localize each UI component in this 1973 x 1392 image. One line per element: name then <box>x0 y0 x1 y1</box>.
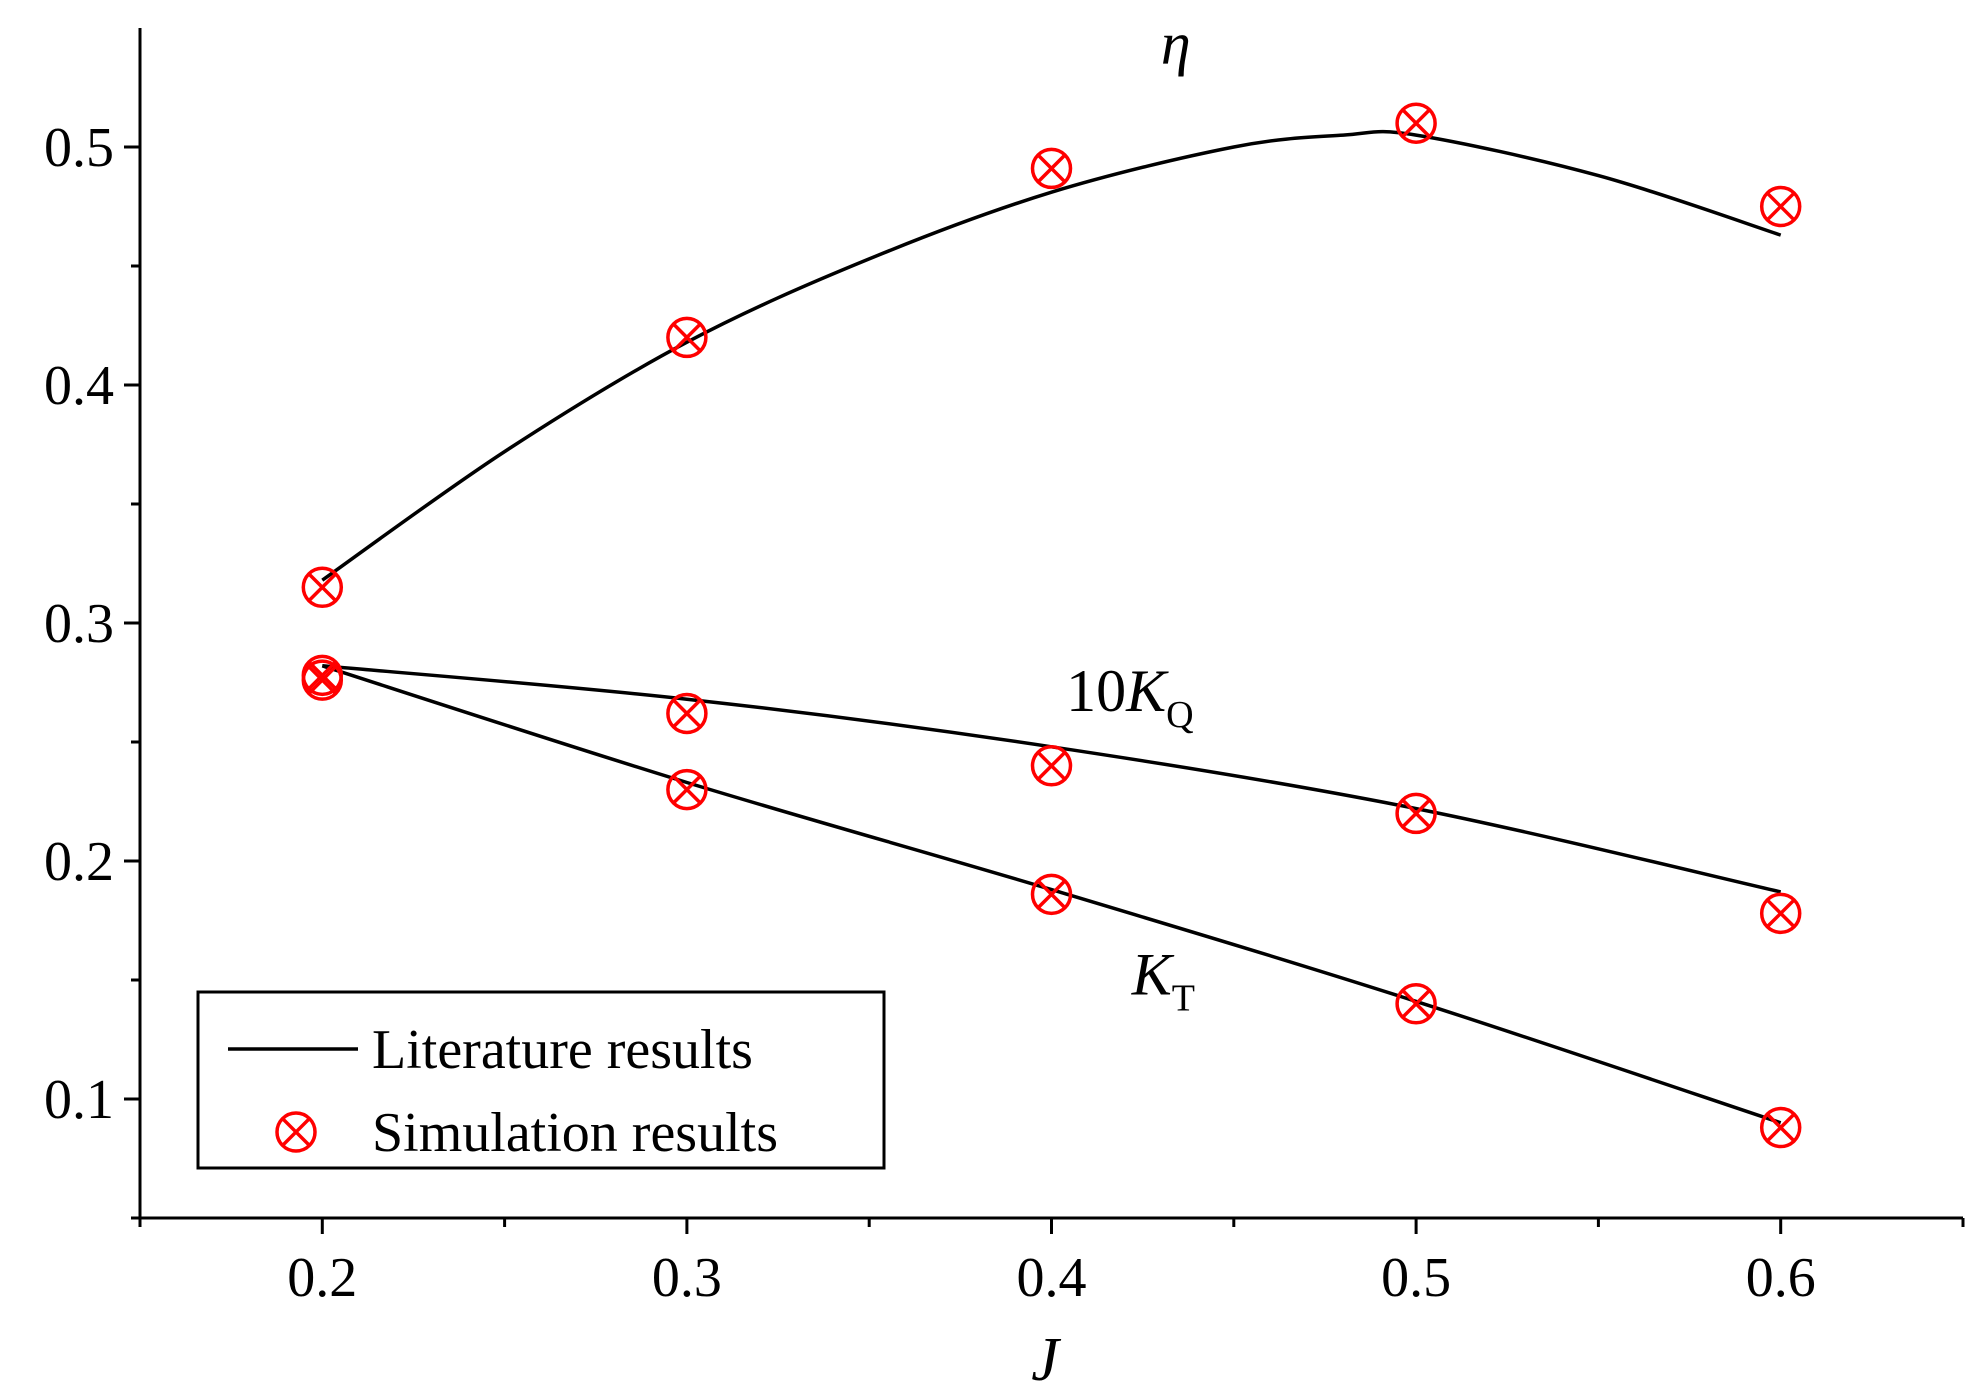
marker-cross <box>1766 1112 1796 1143</box>
marker-cross <box>307 572 337 602</box>
marker-circle <box>301 659 344 701</box>
marker-cross <box>307 665 337 695</box>
marker-circle <box>275 1111 317 1153</box>
simulation-point <box>301 659 344 701</box>
curve-label: η <box>1161 11 1191 77</box>
simulation-point <box>1759 185 1802 228</box>
y-tick-label: 0.3 <box>44 593 114 655</box>
marker-cross <box>672 322 702 353</box>
simulation-point <box>666 768 708 811</box>
x-axis-title: J <box>1031 1326 1061 1392</box>
marker-cross <box>307 660 337 691</box>
curve-label-symbol: K <box>1131 941 1175 1007</box>
legend: Literature results Simulation results <box>196 990 886 1170</box>
marker-circle <box>1030 147 1073 190</box>
y-tick-label: 0.5 <box>44 117 114 179</box>
marker-circle <box>1395 983 1437 1025</box>
x-tick-label: 0.5 <box>1381 1247 1451 1309</box>
marker-circle <box>1759 892 1802 935</box>
marker-circle <box>666 768 708 811</box>
simulation-point <box>1030 873 1073 916</box>
marker-cross <box>672 698 702 729</box>
marker-cross <box>1036 153 1067 184</box>
marker-cross <box>1036 879 1067 909</box>
legend-marker-sample <box>275 1111 317 1153</box>
axes: 0.1 0.2 0.3 0.4 0.5 0.2 0.3 0.4 0.5 0.6 <box>44 28 1965 1309</box>
simulation-point <box>666 316 708 359</box>
marker-circle <box>1395 102 1437 144</box>
curve-label: 10KQ <box>1066 658 1193 736</box>
marker-cross <box>1766 898 1796 929</box>
marker-circle <box>1395 792 1437 835</box>
curve-label-subscript: Q <box>1166 694 1193 736</box>
marker-cross <box>1401 989 1431 1019</box>
y-tick-label: 0.4 <box>44 355 114 417</box>
x-tick-label: 0.3 <box>652 1247 722 1309</box>
marker-cross <box>1766 191 1796 222</box>
data-points <box>301 102 1802 1149</box>
legend-line-label: Literature results <box>372 1019 753 1081</box>
marker-circle <box>666 316 708 359</box>
simulation-point <box>666 692 708 735</box>
simulation-point <box>1759 892 1802 935</box>
literature-curve <box>321 129 1782 582</box>
marker-cross <box>1401 798 1431 829</box>
marker-circle <box>1030 745 1073 787</box>
curve-label-symbol: η <box>1161 11 1191 77</box>
literature-curve <box>322 664 1782 894</box>
x-tick-label: 0.6 <box>1746 1247 1816 1309</box>
curve-label-subscript: T <box>1172 977 1195 1019</box>
simulation-point <box>1395 983 1437 1025</box>
legend-marker-label: Simulation results <box>372 1102 778 1164</box>
simulation-point <box>1759 1106 1802 1149</box>
simulation-point <box>301 566 344 609</box>
simulation-point <box>1030 147 1073 190</box>
curve-label: KT <box>1131 941 1195 1019</box>
x-tick-label: 0.4 <box>1017 1247 1087 1309</box>
curve-label-prefix: 10 <box>1066 658 1126 724</box>
x-tick-label: 0.2 <box>287 1247 357 1309</box>
simulation-point <box>1395 102 1437 144</box>
legend-marker-symbol <box>275 1111 317 1153</box>
simulation-point <box>1030 745 1073 787</box>
marker-cross <box>281 1117 311 1147</box>
simulation-point <box>1395 792 1437 835</box>
marker-circle <box>301 566 344 609</box>
curve-label-symbol: K <box>1125 658 1169 724</box>
y-tick-label: 0.2 <box>44 831 114 893</box>
literature-curve <box>321 664 1782 1125</box>
y-tick-label: 0.1 <box>44 1069 114 1131</box>
marker-circle <box>1759 185 1802 228</box>
marker-cross <box>1036 751 1067 781</box>
marker-circle <box>666 692 708 735</box>
curves <box>321 129 1782 1125</box>
marker-cross <box>672 774 702 805</box>
marker-circle <box>1759 1106 1802 1149</box>
marker-circle <box>1030 873 1073 916</box>
marker-cross <box>1401 108 1431 138</box>
